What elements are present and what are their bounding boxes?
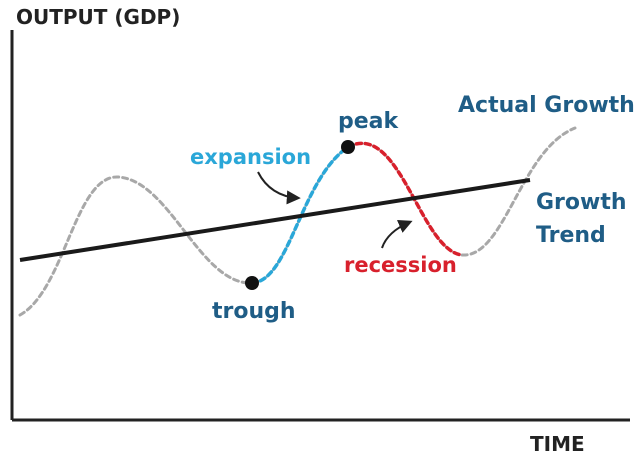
recession-label: recession — [344, 253, 457, 277]
y-axis-label: OUTPUT (GDP) — [16, 5, 180, 29]
peak-point — [341, 140, 355, 154]
growth-trend-label-line2: Trend — [536, 223, 606, 248]
recession-arrow — [381, 219, 413, 249]
trough-label: trough — [212, 299, 296, 324]
expansion-segment — [250, 145, 350, 285]
expansion-arrow — [257, 171, 301, 205]
x-axis-label: TIME — [530, 432, 585, 456]
actual-growth-label: Actual Growth — [458, 93, 635, 118]
growth-trend-label-line1: Growth — [536, 190, 627, 215]
expansion-label: expansion — [190, 145, 311, 169]
trough-point — [245, 276, 259, 290]
peak-label: peak — [338, 109, 400, 134]
growth-trend-line — [19, 178, 531, 262]
recession-segment — [346, 141, 464, 257]
